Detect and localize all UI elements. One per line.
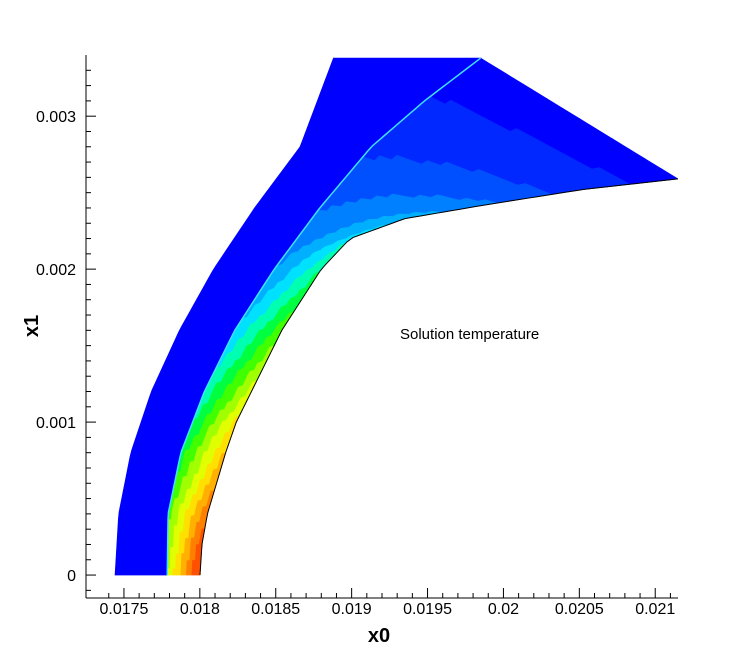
x-tick-label: 0.02 [488,601,519,618]
y-tick-label: 0.001 [36,415,76,432]
x-tick-label: 0.021 [635,601,675,618]
contour-regions [114,57,678,576]
x-tick-label: 0.0205 [555,601,604,618]
x-tick-label: 0.0175 [99,601,148,618]
y-tick-label: 0 [67,568,76,585]
x-tick-label: 0.019 [332,601,372,618]
x-axis-title: x0 [368,625,390,647]
x-tick-label: 0.018 [180,601,220,618]
body-surface-line [199,178,678,576]
x-tick-label: 0.0195 [403,601,452,618]
contour-cell [653,168,678,181]
solution-annotation: Solution temperature [400,326,539,343]
y-tick-label: 0.003 [36,109,76,126]
axes: 0.0175 0.018 0.0185 0.019 0.0195 0.02 0.0205 0.… [36,55,678,618]
x-tick-label: 0.0185 [251,601,300,618]
shock-front-line [166,57,482,576]
y-tick-label: 0.002 [36,262,76,279]
y-axis-title: x1 [21,315,43,337]
